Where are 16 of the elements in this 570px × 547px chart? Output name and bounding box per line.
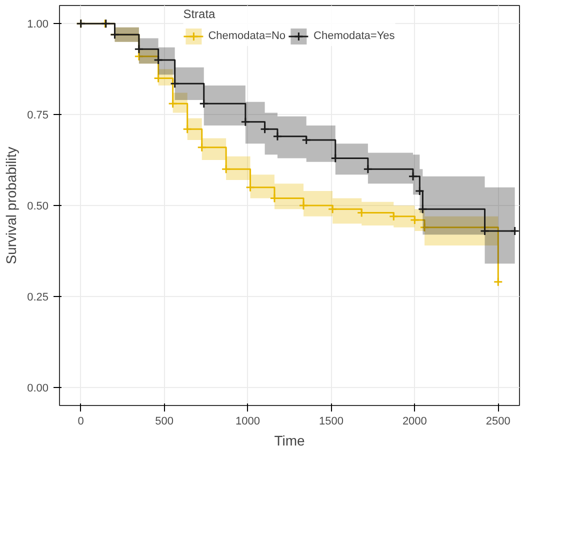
x-tick-label: 1500 bbox=[318, 416, 344, 428]
y-tick-label: 1.00 bbox=[27, 18, 49, 31]
y-tick-label: 0.25 bbox=[27, 291, 49, 304]
legend-label: Chemodata=Yes bbox=[314, 30, 395, 42]
legend-title: Strata bbox=[183, 7, 216, 21]
y-tick-label: 0.75 bbox=[27, 110, 49, 122]
y-axis-title: Survival probability bbox=[3, 146, 20, 264]
legend-label: Chemodata=No bbox=[208, 30, 286, 42]
x-tick-label: 2000 bbox=[402, 416, 427, 428]
x-tick-label: 500 bbox=[155, 416, 174, 428]
x-axis-title: Time bbox=[274, 432, 306, 448]
y-tick-label: 0.00 bbox=[27, 382, 49, 394]
x-tick-label: 1000 bbox=[236, 416, 260, 428]
x-tick-label: 0 bbox=[78, 416, 84, 428]
y-tick-label: 0.50 bbox=[27, 200, 49, 212]
x-tick-label: 2500 bbox=[486, 416, 510, 428]
